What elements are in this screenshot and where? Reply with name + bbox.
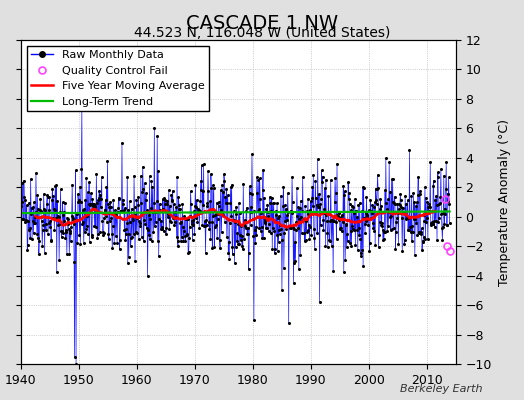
Legend: Raw Monthly Data, Quality Control Fail, Five Year Moving Average, Long-Term Tren: Raw Monthly Data, Quality Control Fail, … — [27, 46, 209, 111]
Text: 44.523 N, 116.048 W (United States): 44.523 N, 116.048 W (United States) — [134, 26, 390, 40]
Text: Berkeley Earth: Berkeley Earth — [400, 384, 482, 394]
Y-axis label: Temperature Anomaly (°C): Temperature Anomaly (°C) — [497, 118, 510, 286]
Text: CASCADE 1 NW: CASCADE 1 NW — [186, 14, 338, 33]
